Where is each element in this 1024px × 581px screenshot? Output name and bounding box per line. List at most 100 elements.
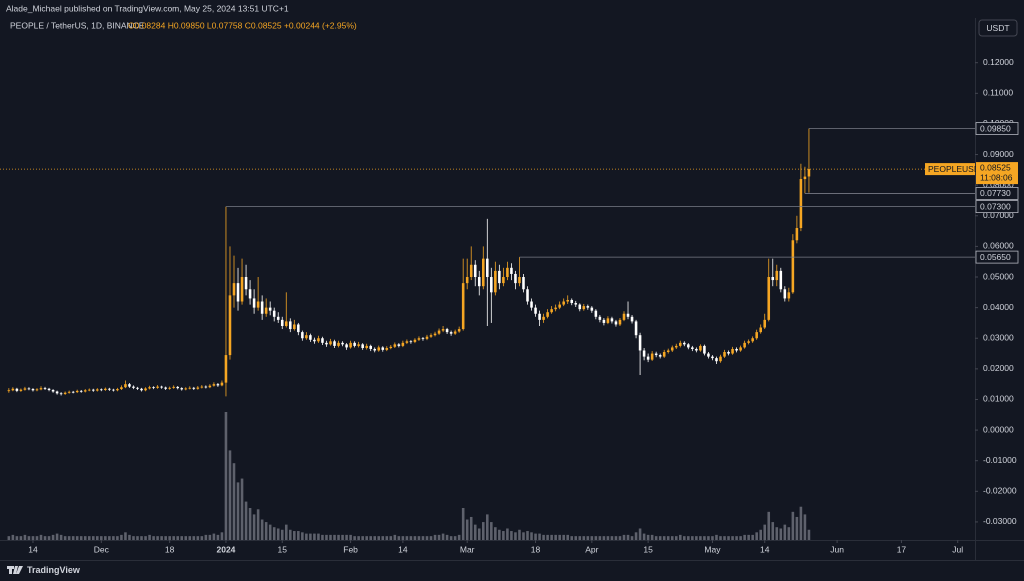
candle-body [373,348,377,351]
candle-body [164,387,167,389]
candle-body [763,319,767,328]
candle-body [739,347,742,351]
volume-bar [666,536,670,540]
candle-body [100,389,103,391]
candle-body [650,353,654,360]
candle-body [486,258,489,278]
volume-bar [7,536,11,540]
volume-bar [373,536,377,540]
volume-bar [707,536,710,540]
candle-body [160,386,163,388]
x-tick-label: 18 [531,544,541,554]
candle-body [381,347,385,350]
candle-body [642,350,646,357]
volume-bar [421,536,425,540]
candle-body [477,277,481,287]
volume-bar [15,536,19,540]
candle-body [224,355,228,383]
y-tick-label: 0.05000 [983,271,1014,281]
volume-bar [578,536,582,540]
candle-body [506,267,509,278]
candle-body [598,316,602,320]
volume-bar [96,536,99,540]
volume-bar [333,534,336,540]
volume-bar [140,536,143,540]
y-tick-label: 0.02000 [983,363,1014,373]
candle-body [699,345,702,351]
candle-body [55,391,59,394]
candle-body [514,273,517,284]
candle-body [679,342,682,346]
candle-body [204,386,208,388]
volume-bar [618,536,622,540]
candle-body [59,393,63,395]
volume-bar [361,536,364,540]
volume-bar [176,536,179,540]
price-line-tag [975,122,1019,135]
candle-body [494,270,497,293]
volume-bar [763,524,767,540]
volume-bar [329,534,332,540]
x-tick-label: Dec [94,544,110,554]
volume-bar [469,516,473,540]
y-tick-label: 0.00000 [983,424,1014,434]
volume-bar [558,534,561,540]
candle-body [397,344,401,346]
volume-bar [293,531,296,540]
volume-bar [79,536,83,540]
volume-bar [204,534,208,540]
candle-body [112,389,115,391]
candle-body [666,350,670,353]
volume-bar [566,534,569,540]
candle-body [345,344,348,348]
volume-bar [787,527,791,540]
candle-body [457,329,461,332]
volume-bar [381,536,385,540]
candle-body [735,348,738,351]
volume-bar [112,536,115,540]
volume-bar [248,508,252,540]
ohlc-legend: O0.08284 H0.09850 L0.07758 C0.08525 +0.0… [128,20,357,30]
volume-bar [602,536,606,540]
candle-body [47,388,51,390]
x-tick-label: 14 [760,544,770,554]
candle-body [35,389,39,391]
price-line-tag [975,250,1019,264]
volume-bar [87,536,91,540]
volume-bar [309,533,312,540]
candle-body [152,387,155,389]
volume-bar [297,531,300,540]
brand-name: TradingView [27,565,81,575]
volume-bar [711,536,714,540]
volume-bar [196,536,200,540]
volume-bar [554,534,557,540]
volume-bar [771,522,775,540]
candle-body [779,270,783,290]
volume-bar [723,536,726,540]
y-tick-label: 0.01000 [983,394,1014,404]
candle-body [755,332,758,339]
candle-body [606,318,610,323]
volume-bar [39,534,43,540]
symbol-tag [925,163,975,176]
candle-body [325,342,328,345]
candle-body [490,277,493,293]
volume-bar [212,533,216,540]
volume-bar [63,536,67,540]
candle-body [341,342,344,345]
candle-body [317,338,320,342]
candle-body [289,321,292,330]
candle-body [232,283,236,296]
candle-body [498,270,501,284]
volume-bar [703,536,706,540]
currency-button[interactable] [978,19,1018,37]
candle-body [622,313,626,320]
volume-bar [658,536,662,540]
volume-bar [606,536,610,540]
candle-body [128,384,131,387]
candle-body [783,289,787,299]
candle-body [799,179,803,229]
candle-body [67,391,71,393]
volume-bar [180,536,184,540]
